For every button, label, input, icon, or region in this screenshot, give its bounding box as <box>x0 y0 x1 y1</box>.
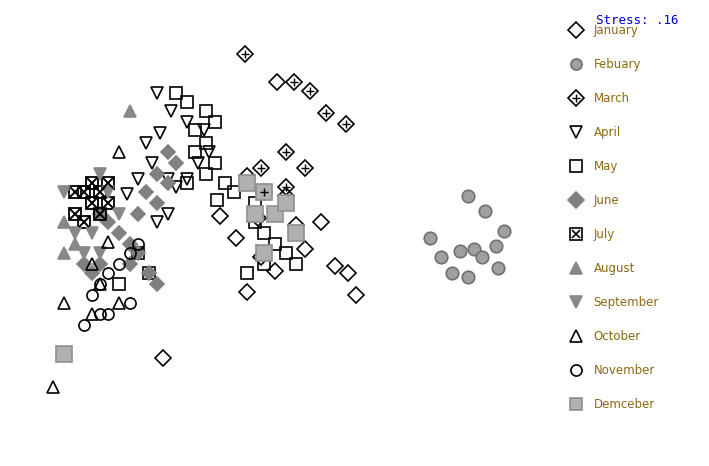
Text: January: January <box>593 24 638 37</box>
Text: Stress: .16: Stress: .16 <box>596 14 678 27</box>
Text: September: September <box>593 296 659 309</box>
Text: August: August <box>593 262 635 275</box>
Text: November: November <box>593 364 655 377</box>
Text: July: July <box>593 228 615 241</box>
Text: March: March <box>593 92 630 105</box>
Text: April: April <box>593 126 620 139</box>
Text: June: June <box>593 194 619 207</box>
Text: May: May <box>593 160 618 173</box>
Text: Demceber: Demceber <box>593 398 654 411</box>
Text: October: October <box>593 330 641 343</box>
Text: Febuary: Febuary <box>593 58 641 71</box>
